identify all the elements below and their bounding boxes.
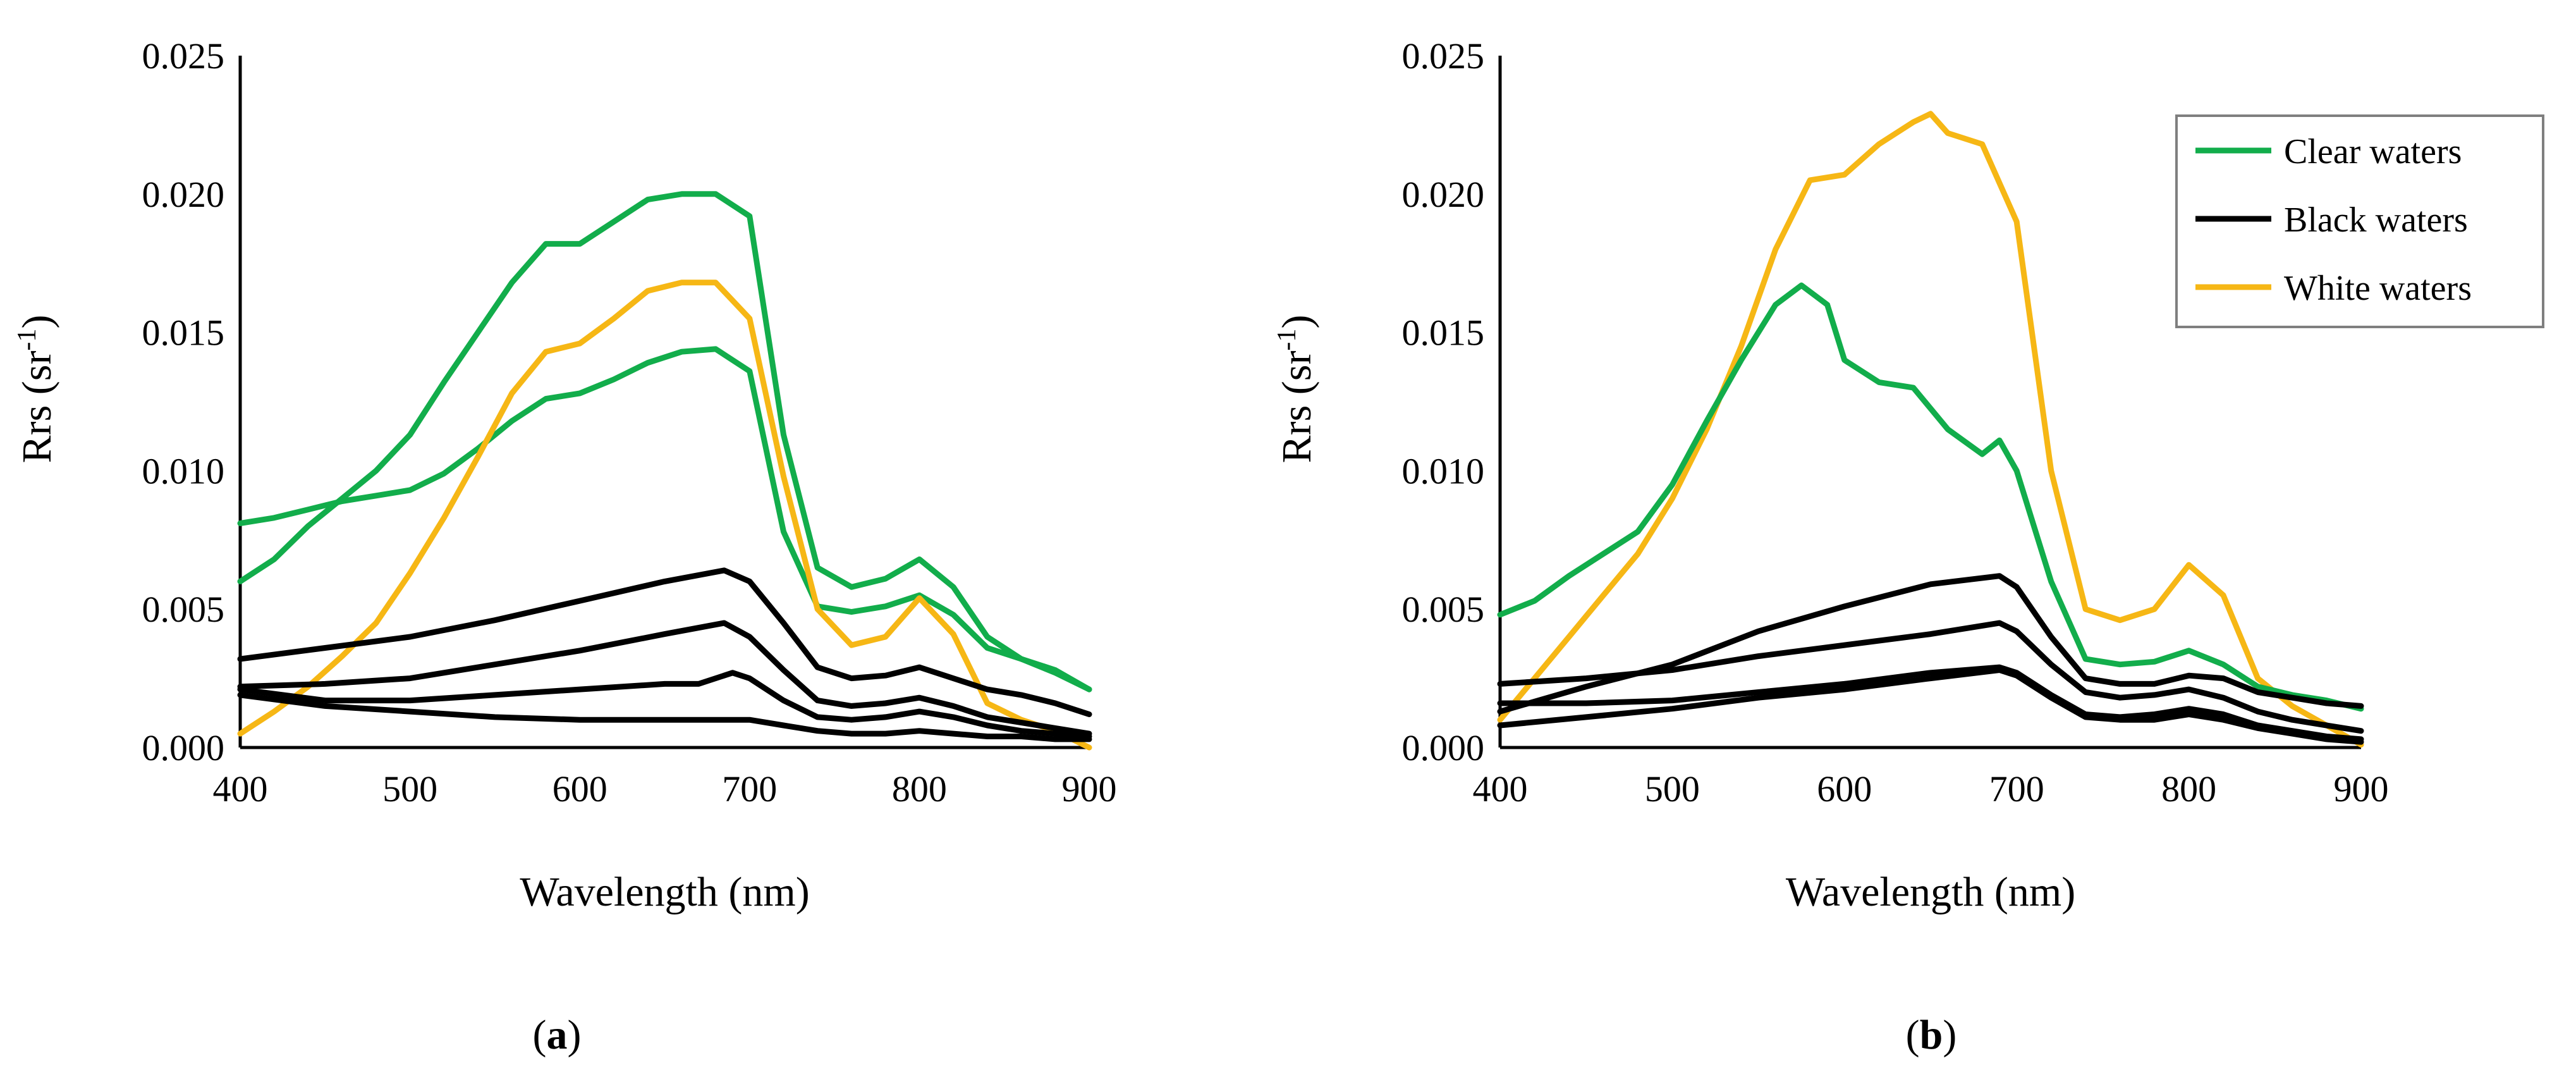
x-tick-label: 900: [1062, 768, 1117, 809]
series-line-black-waters-4: [237, 620, 1092, 737]
series-line-black-waters-5: [1497, 667, 2364, 745]
x-tick-label: 400: [213, 768, 268, 809]
legend-label: Clear waters: [2284, 132, 2462, 171]
y-axis-title: Rrs (sr-1): [13, 315, 60, 464]
y-axis-title-main: Rrs (sr: [14, 351, 60, 464]
x-tick-label: 700: [722, 768, 777, 809]
y-tick-label: 0.010: [1402, 450, 1485, 491]
series-line-clear-waters-1: [1497, 282, 2364, 712]
panel-label-open-paren: (: [533, 1012, 547, 1058]
x-tick-label: 700: [1989, 768, 2044, 809]
panel-label-close-paren: ): [568, 1012, 582, 1058]
panel-label-letter: a: [547, 1012, 568, 1058]
panel-a-chart: 0.000 0.005 0.010 0.015 0.020 0.025 400 500 600 7…: [13, 35, 1117, 1058]
y-tick-label: 0.005: [1402, 589, 1485, 630]
y-tick-label: 0.020: [142, 174, 225, 215]
y-tick-label: 0.005: [142, 589, 225, 630]
y-tick-label: 0.020: [1402, 174, 1485, 215]
panel-label: (a): [533, 1012, 582, 1058]
y-axis-title-superscript: -1: [13, 329, 42, 351]
y-tick-label: 0.000: [1402, 727, 1485, 768]
x-tick-label: 600: [1817, 768, 1872, 809]
x-tick-label: 800: [892, 768, 947, 809]
y-axis-title-close: ): [1274, 315, 1320, 329]
x-tick-label: 400: [1473, 768, 1528, 809]
x-tick-label: 500: [382, 768, 437, 809]
panel-label-letter: b: [1920, 1012, 1943, 1058]
y-tick-label: 0.010: [142, 450, 225, 491]
y-axis-title-close: ): [14, 315, 60, 329]
panel-label-close-paren: ): [1943, 1012, 1956, 1058]
series-line-clear-waters-1: [237, 191, 1092, 692]
panel-label-open-paren: (: [1906, 1012, 1920, 1058]
panel-label: (b): [1906, 1012, 1957, 1058]
y-axis-title: Rrs (sr-1): [1273, 315, 1320, 464]
x-axis-title: Wavelength (nm): [520, 869, 809, 915]
series-line-black-waters-3: [237, 567, 1092, 717]
x-tick-label: 500: [1645, 768, 1700, 809]
series-line-black-waters-6: [237, 692, 1092, 742]
legend-label: Black waters: [2284, 200, 2468, 240]
series-line-white-waters-0: [1497, 111, 2364, 748]
y-tick-label: 0.015: [142, 312, 225, 354]
x-tick-label: 900: [2334, 768, 2389, 809]
y-axis-title-main: Rrs (sr: [1274, 351, 1320, 464]
legend: Clear waters Black waters White waters: [2175, 114, 2544, 328]
y-tick-label: 0.000: [142, 727, 225, 768]
x-tick-label: 600: [552, 768, 607, 809]
y-axis-title-superscript: -1: [1273, 329, 1302, 351]
series-line-white-waters-2: [237, 280, 1092, 751]
series-line-black-waters-3: [1497, 620, 2364, 734]
y-tick-label: 0.025: [1402, 35, 1485, 77]
legend-label: White waters: [2284, 269, 2472, 308]
series-line-black-waters-2: [1497, 573, 2364, 715]
panel-b-chart: 0.000 0.005 0.010 0.015 0.020 0.025 400 500 600 7…: [1273, 35, 2389, 1058]
x-axis-title: Wavelength (nm): [1786, 869, 2075, 915]
y-tick-label: 0.015: [1402, 312, 1485, 354]
series-line-black-waters-5: [237, 670, 1092, 739]
series-line-clear-waters-0: [237, 346, 1092, 692]
y-tick-label: 0.025: [142, 35, 225, 77]
x-tick-label: 800: [2161, 768, 2216, 809]
